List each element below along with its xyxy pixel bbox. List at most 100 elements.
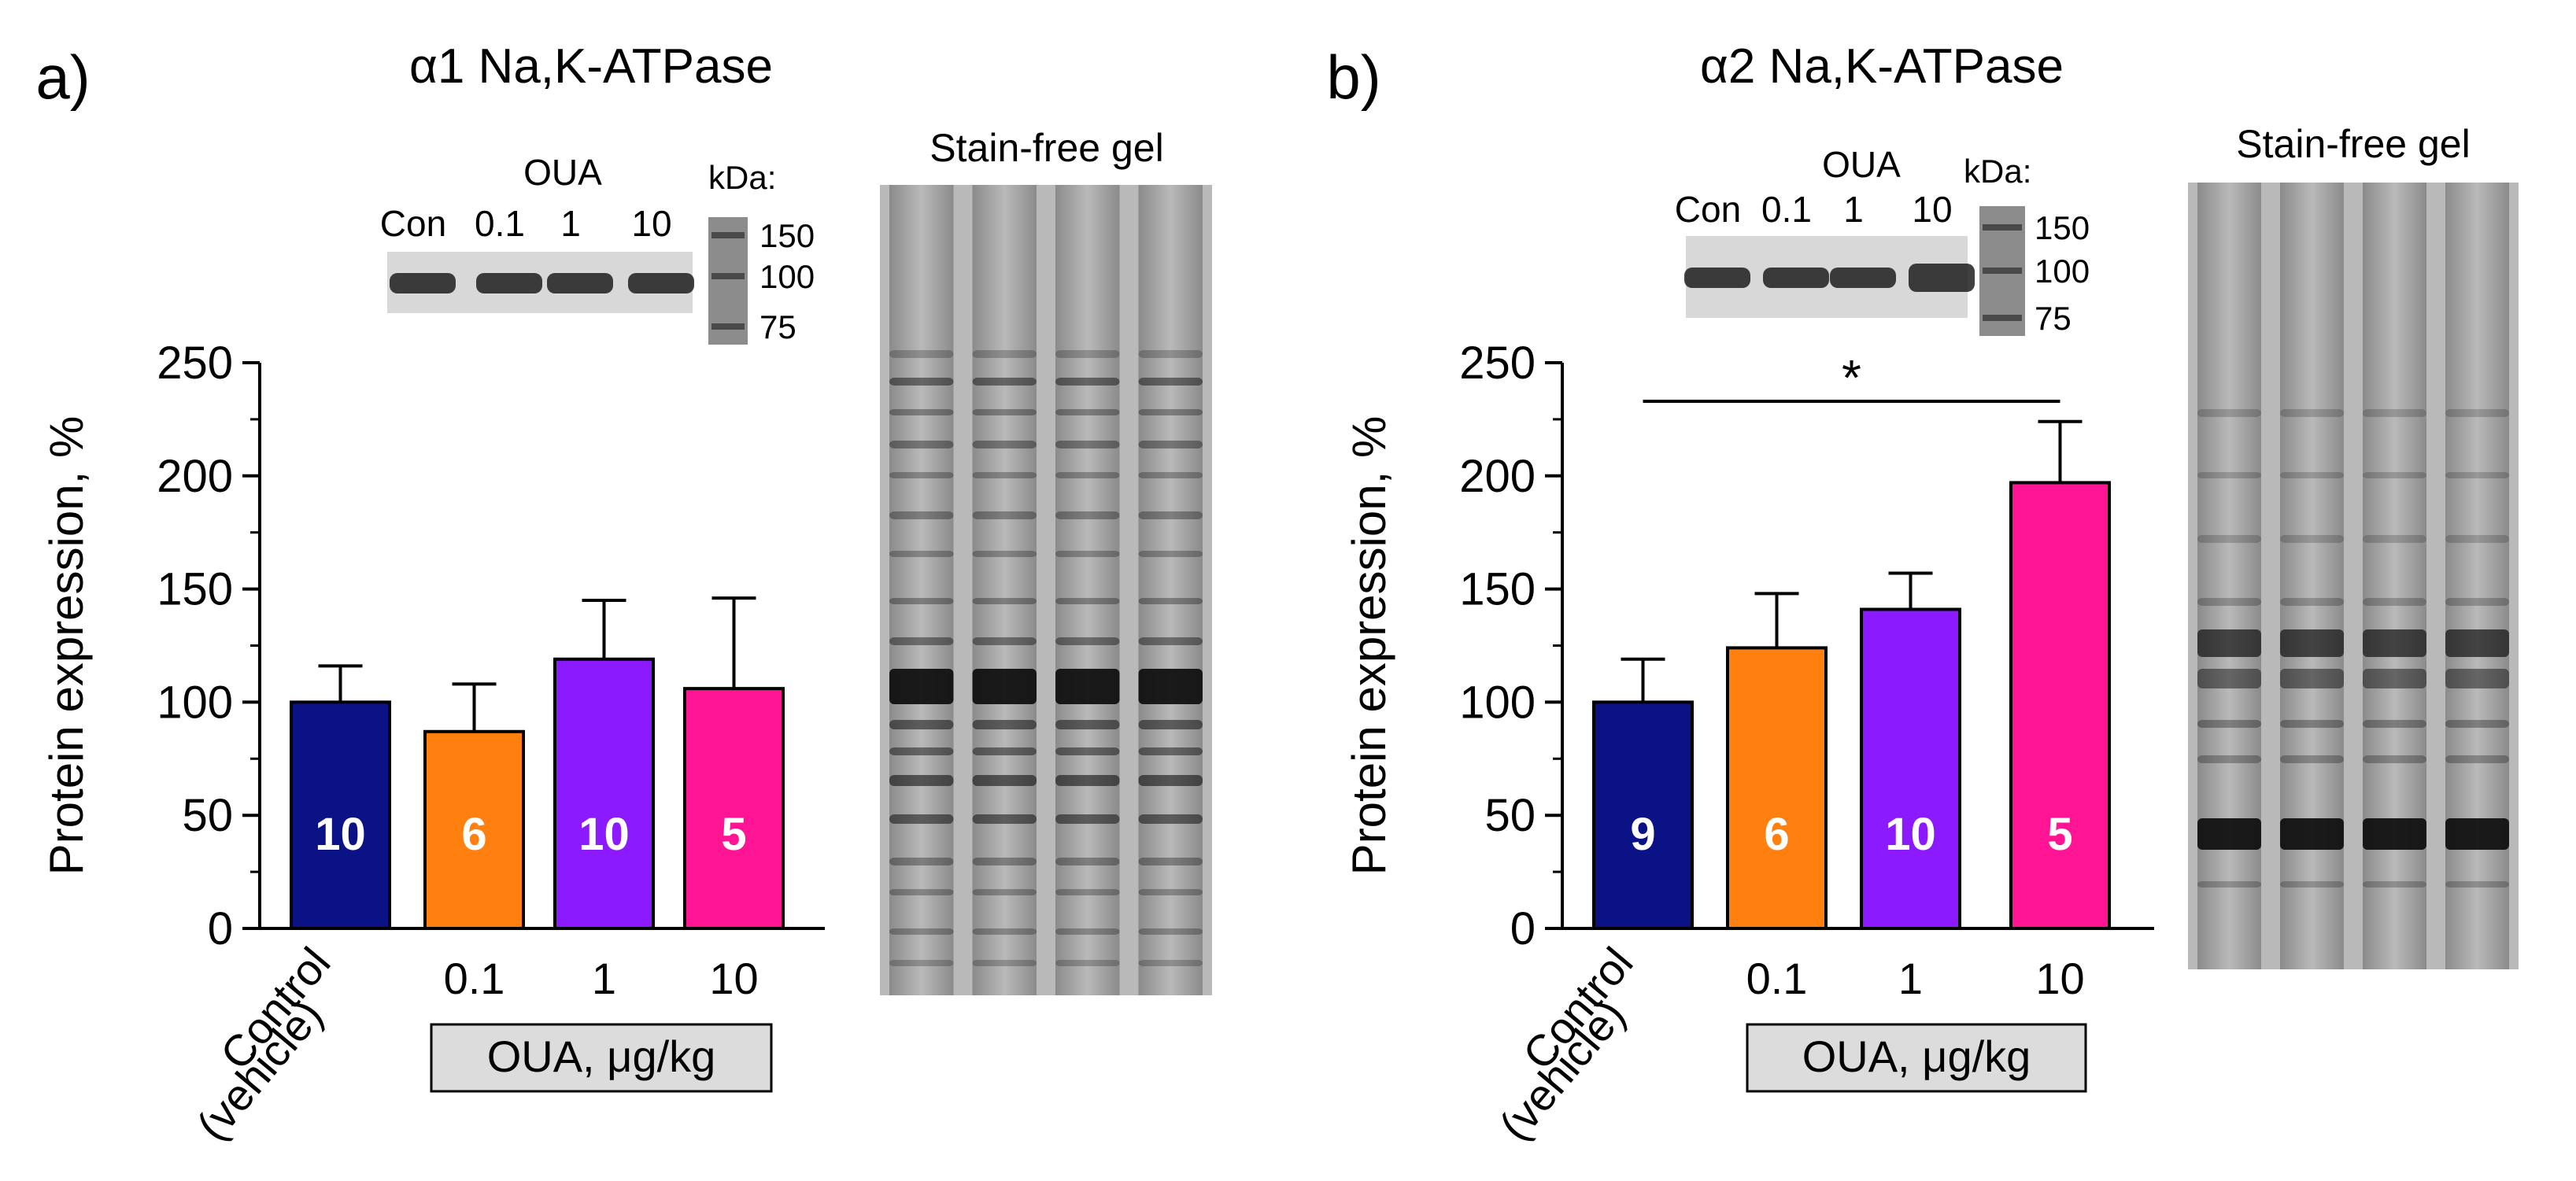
bar-n-label: 5 [2047,809,2072,860]
gel-band [2445,669,2509,688]
kda-marker: 75 [759,308,796,345]
gel-band [1055,637,1120,645]
gel-band [1055,858,1120,865]
gel-band [889,960,954,966]
blot-treatment-header: OUA [523,152,602,193]
gel-band [2197,881,2261,888]
gel-band [2363,818,2426,850]
gel-band [1055,814,1120,824]
gel-band [2445,409,2509,417]
gel-band [2445,598,2509,606]
gel-band [2280,598,2344,606]
gel-lane [2197,183,2261,969]
panel-letter: b) [1326,42,1380,112]
gel-band [972,441,1037,448]
gel-band [1055,472,1120,478]
blot-lane-label: 1 [1843,189,1864,230]
x-tick-label: 1 [1898,954,1923,1003]
bar [1592,700,1694,931]
gel-band [2197,472,2261,478]
bar [1726,646,1828,930]
y-tick-label: 100 [1459,677,1536,728]
bar-n-label: 10 [1885,809,1936,860]
gel-lane [2445,183,2509,969]
blot-band [547,273,613,293]
gel-band [2363,629,2426,657]
y-tick-label: 200 [157,451,233,502]
gel-band [972,409,1037,415]
x-group-box [430,1023,773,1093]
y-tick-label: 100 [157,677,233,728]
gel-band [2197,535,2261,543]
gel-band [889,889,954,895]
gel-band [1138,960,1203,966]
blot-band [1684,268,1750,288]
gel-band [889,441,954,448]
bar-n-label: 6 [461,809,486,860]
gel-band [1055,960,1120,966]
gel-band [889,669,954,704]
gel-band [889,409,954,415]
blot-lane-label: Con [1675,189,1741,230]
x-tick-label: 0.1 [444,954,505,1003]
western-blot: Con 0.1 1 10 OUA [1675,144,1975,318]
blot-band [476,273,542,293]
blot-lane-label: Con [380,203,446,244]
panel-letter: a) [35,42,90,112]
ladder-band [1983,224,2022,231]
bar [683,687,785,930]
gel-band [972,669,1037,704]
gel-band [1138,409,1203,415]
gel-band [2280,409,2344,417]
kda-marker: 150 [759,217,815,254]
gel-band [972,598,1037,604]
gel-band [1138,378,1203,386]
gel-band [889,747,954,755]
bar-n-label: 6 [1764,809,1789,860]
stain-free-gel-label: Stain-free gel [930,126,1163,170]
x-group-label: OUA, μg/kg [487,1032,716,1081]
gel-lane [2363,183,2426,969]
gel-band [1138,720,1203,729]
gel-band [889,472,954,478]
gel-band [1138,928,1203,935]
gel-band [1055,747,1120,755]
blot-lane-label: 0.1 [475,203,525,244]
bar [1860,607,1961,930]
gel-band [2445,881,2509,888]
gel-band [2280,720,2344,728]
stain-free-gel: Stain-free gel [2188,122,2519,969]
kda-label: kDa: [1964,153,2031,190]
y-tick-label: 250 [157,338,233,389]
gel-band [2280,669,2344,688]
kda-marker: 100 [759,258,815,295]
gel-band [1055,928,1120,935]
bar-n-label: 9 [1630,809,1655,860]
molecular-weight-ladder: 150 100 75 kDa: [1964,153,2090,337]
gel-band [1138,858,1203,865]
stain-free-gel: Stain-free gel [880,126,1212,995]
x-group-label: OUA, μg/kg [1802,1032,2031,1081]
gel-band [972,637,1037,645]
western-blot: Con 0.1 1 10 OUA [380,152,694,313]
bar [290,700,391,931]
gel-band [1138,472,1203,478]
gel-band [972,928,1037,935]
blot-lane-label: 0.1 [1761,189,1812,230]
gel-band [1055,441,1120,448]
blot-lane-label: 10 [631,203,671,244]
gel-band [1138,814,1203,824]
gel-band [2445,472,2509,478]
bar [423,729,525,931]
gel-band [2197,818,2261,850]
significance-marker: * [1842,349,1861,406]
gel-band [889,720,954,729]
kda-marker: 150 [2035,209,2090,246]
gel-band [972,814,1037,824]
gel-band [972,551,1037,557]
y-axis-label: Protein expression, % [40,416,93,876]
ladder-band [1983,268,2022,274]
